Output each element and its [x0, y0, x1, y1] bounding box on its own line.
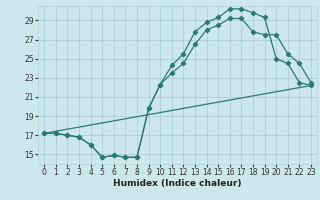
- X-axis label: Humidex (Indice chaleur): Humidex (Indice chaleur): [113, 179, 242, 188]
